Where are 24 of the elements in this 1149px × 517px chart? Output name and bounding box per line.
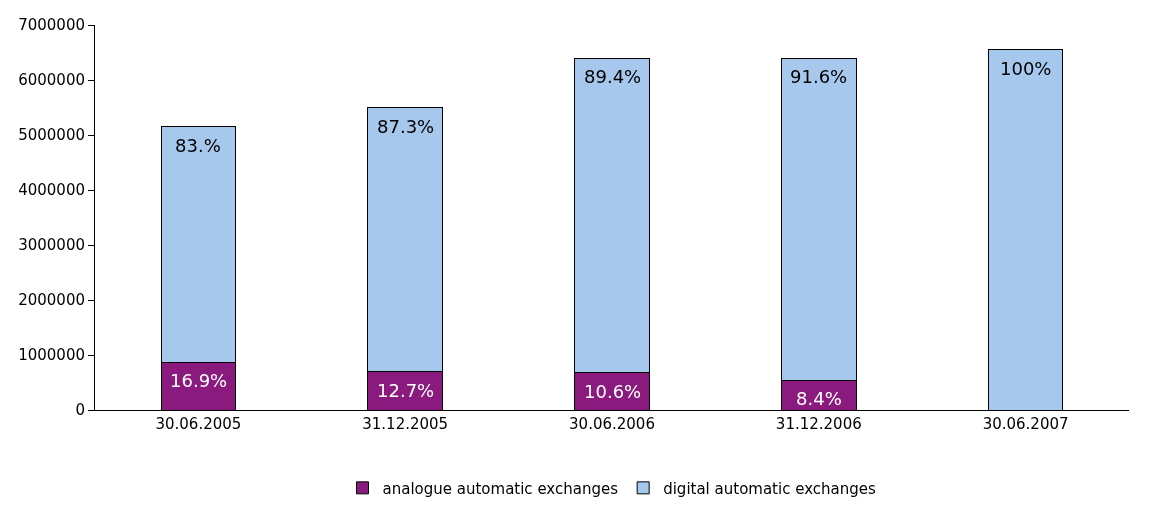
annotation: 100% — [1000, 58, 1052, 79]
y-tick-label: 1000000 — [18, 346, 85, 365]
annotation: 10.6% — [584, 381, 642, 402]
x-tick-label: 31.12.2006 — [775, 415, 862, 433]
y-tick-label: 3000000 — [18, 236, 85, 255]
legend-label: digital automatic exchanges — [663, 479, 876, 498]
y-tick-label: 4000000 — [18, 181, 85, 200]
y-tick-label: 5000000 — [18, 126, 85, 145]
annotation: 91.6% — [790, 66, 848, 87]
y-tick-label: 2000000 — [18, 291, 85, 310]
x-tick-label: 31.12.2005 — [362, 415, 449, 433]
y-tick-label: 0 — [75, 401, 85, 420]
x-tick-label: 30.06.2007 — [982, 415, 1069, 433]
annotation: 12.7% — [377, 380, 435, 401]
annotation: 83.% — [175, 135, 221, 156]
y-tick-label: 6000000 — [18, 71, 85, 90]
annotation: 8.4% — [796, 388, 842, 409]
annotation: 87.3% — [377, 116, 435, 137]
x-tick-label: 30.06.2006 — [569, 415, 655, 433]
legend-label: analogue automatic exchanges — [382, 479, 619, 498]
x-tick-label: 30.06.2005 — [155, 415, 242, 433]
annotation: 89.4% — [584, 66, 642, 87]
annotation: 16.9% — [170, 370, 228, 391]
y-tick-label: 7000000 — [18, 16, 85, 35]
